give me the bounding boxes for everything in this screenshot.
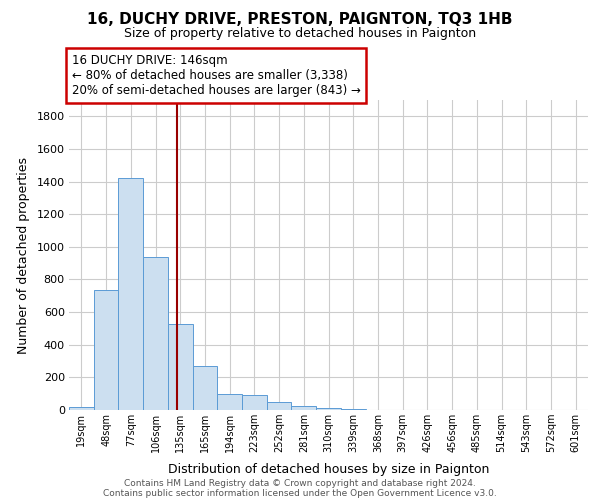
Bar xyxy=(94,290,118,410)
Text: 16, DUCHY DRIVE, PRESTON, PAIGNTON, TQ3 1HB: 16, DUCHY DRIVE, PRESTON, PAIGNTON, TQ3 … xyxy=(87,12,513,28)
Text: 16 DUCHY DRIVE: 146sqm
← 80% of detached houses are smaller (3,338)
20% of semi-: 16 DUCHY DRIVE: 146sqm ← 80% of detached… xyxy=(71,54,361,97)
Bar xyxy=(267,402,292,410)
Bar xyxy=(292,406,316,410)
Y-axis label: Number of detached properties: Number of detached properties xyxy=(17,156,30,354)
Bar xyxy=(143,258,168,410)
Bar xyxy=(316,408,341,410)
Text: Contains public sector information licensed under the Open Government Licence v3: Contains public sector information licen… xyxy=(103,488,497,498)
Bar xyxy=(193,366,217,410)
Text: Size of property relative to detached houses in Paignton: Size of property relative to detached ho… xyxy=(124,28,476,40)
Bar xyxy=(242,396,267,410)
X-axis label: Distribution of detached houses by size in Paignton: Distribution of detached houses by size … xyxy=(168,464,489,476)
Bar xyxy=(69,406,94,410)
Bar xyxy=(217,394,242,410)
Bar xyxy=(118,178,143,410)
Text: Contains HM Land Registry data © Crown copyright and database right 2024.: Contains HM Land Registry data © Crown c… xyxy=(124,478,476,488)
Bar xyxy=(341,409,365,410)
Bar xyxy=(168,324,193,410)
